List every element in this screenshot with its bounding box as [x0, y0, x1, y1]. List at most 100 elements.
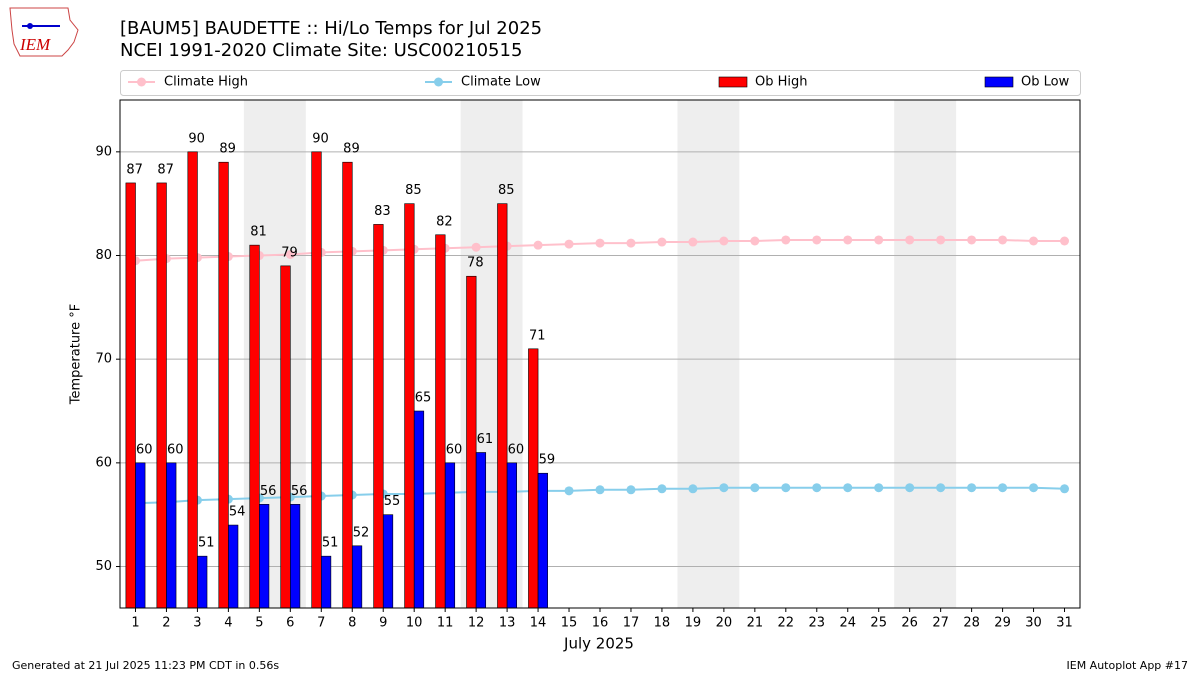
bar: [528, 348, 539, 609]
marker: [657, 484, 667, 494]
x-tick-label: 28: [963, 616, 980, 631]
bar: [249, 244, 260, 609]
bar: [187, 151, 198, 609]
bar: [320, 555, 332, 609]
data-label: 85: [498, 183, 515, 198]
data-label: 61: [477, 432, 494, 447]
footer-left: Generated at 21 Jul 2025 11:23 PM CDT in…: [12, 659, 279, 672]
x-tick-label: 6: [286, 616, 294, 631]
bar: [373, 224, 384, 609]
x-tick-label: 8: [348, 616, 356, 631]
data-label: 90: [312, 131, 329, 146]
x-tick-label: 21: [747, 616, 764, 631]
x-tick-label: 16: [592, 616, 609, 631]
x-axis-label: July 2025: [563, 635, 634, 653]
data-label: 60: [167, 442, 184, 457]
data-label: 60: [446, 442, 463, 457]
weekend-shade: [894, 100, 957, 608]
bar: [259, 504, 270, 609]
marker: [595, 485, 605, 495]
x-tick-label: 3: [193, 616, 201, 631]
logo-text: IEM: [19, 35, 51, 54]
chart-title: [BAUM5] BAUDETTE :: Hi/Lo Temps for Jul …: [120, 18, 542, 39]
marker: [967, 235, 977, 245]
data-label: 82: [436, 214, 453, 229]
x-tick-label: 13: [499, 616, 516, 631]
marker: [1029, 236, 1039, 246]
data-label: 51: [322, 536, 339, 551]
data-label: 55: [384, 494, 401, 509]
bar: [475, 452, 487, 609]
x-tick-label: 10: [406, 616, 423, 631]
bar: [311, 151, 322, 609]
data-label: 78: [467, 256, 484, 271]
marker: [874, 235, 884, 245]
marker: [657, 237, 667, 247]
marker: [874, 483, 884, 493]
marker: [812, 235, 822, 245]
marker: [750, 236, 760, 246]
data-label: 65: [415, 391, 432, 406]
y-tick-label: 70: [95, 352, 112, 367]
data-label: 81: [250, 225, 267, 240]
x-tick-label: 4: [224, 616, 232, 631]
x-tick-label: 25: [870, 616, 887, 631]
weekend-shade: [677, 100, 740, 608]
bar: [342, 161, 353, 609]
data-label: 56: [291, 484, 308, 499]
legend-swatch: [984, 76, 1014, 88]
data-label: 87: [157, 162, 174, 177]
data-label: 83: [374, 204, 391, 219]
x-tick-label: 15: [561, 616, 578, 631]
bar: [497, 203, 508, 609]
x-tick-label: 5: [255, 616, 263, 631]
marker: [967, 483, 977, 493]
x-tick-label: 27: [932, 616, 949, 631]
bar: [404, 203, 415, 609]
data-label: 89: [219, 142, 236, 157]
x-tick-label: 24: [839, 616, 856, 631]
marker: [998, 483, 1008, 493]
x-tick-label: 22: [778, 616, 795, 631]
x-tick-label: 23: [809, 616, 826, 631]
legend-label: Climate Low: [461, 75, 541, 90]
legend-box: [120, 70, 1081, 96]
bar: [351, 545, 363, 609]
x-tick-label: 18: [654, 616, 671, 631]
legend-label: Climate High: [164, 75, 248, 90]
x-tick-label: 17: [623, 616, 640, 631]
bar: [537, 472, 548, 609]
bar: [280, 265, 291, 609]
x-tick-label: 31: [1056, 616, 1073, 631]
legend-swatch: [718, 76, 748, 88]
bar: [218, 161, 229, 609]
marker: [998, 235, 1008, 245]
bar: [444, 462, 456, 609]
marker: [1060, 236, 1070, 246]
marker: [688, 237, 698, 247]
data-label: 56: [260, 484, 277, 499]
x-tick-label: 19: [685, 616, 702, 631]
marker: [905, 483, 915, 493]
marker: [843, 235, 853, 245]
x-tick-label: 2: [162, 616, 170, 631]
bar: [166, 462, 177, 609]
marker: [750, 483, 760, 493]
x-tick-label: 12: [468, 616, 485, 631]
marker: [719, 236, 729, 246]
data-label: 54: [229, 505, 246, 520]
logo: IEM: [9, 7, 79, 57]
x-tick-label: 9: [379, 616, 387, 631]
y-tick-label: 50: [95, 559, 112, 574]
data-label: 71: [529, 328, 546, 343]
marker: [595, 238, 605, 248]
y-axis-label: Temperature °F: [69, 304, 84, 405]
bar: [156, 182, 167, 609]
marker: [533, 240, 543, 250]
x-tick-label: 11: [437, 616, 454, 631]
bar: [135, 462, 146, 609]
bar: [382, 514, 394, 609]
marker: [719, 483, 729, 493]
marker: [905, 235, 915, 245]
bar: [466, 275, 477, 609]
